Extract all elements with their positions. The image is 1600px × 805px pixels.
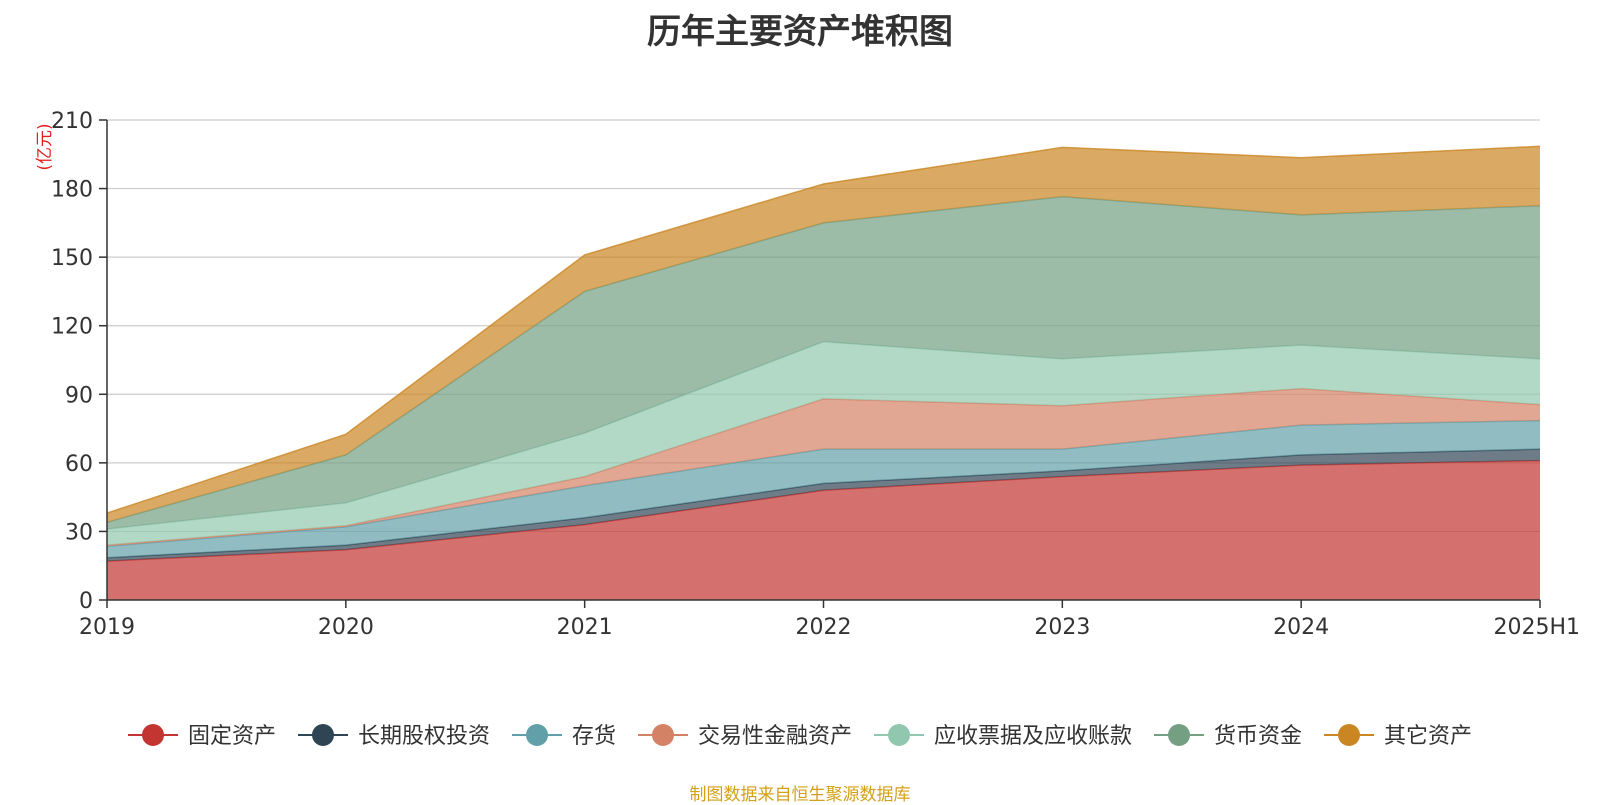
y-tick-label: 0 (79, 589, 93, 614)
x-tick-label: 2020 (318, 615, 374, 640)
x-tick-label: 2019 (79, 615, 135, 640)
legend-label: 固定资产 (188, 724, 276, 749)
legend-label: 其它资产 (1384, 724, 1472, 749)
y-tick-label: 30 (65, 520, 93, 545)
x-tick-label: 2023 (1034, 615, 1090, 640)
area-series-3 (107, 388, 1540, 547)
chart-title: 历年主要资产堆积图 (647, 12, 953, 52)
legend-item-4[interactable]: 应收票据及应收账款 (874, 724, 1132, 749)
area-series-line-6 (106, 145, 1541, 514)
legend-item-6[interactable]: 其它资产 (1324, 724, 1472, 749)
y-tick-label: 90 (65, 383, 93, 408)
area-series-layer (106, 145, 1541, 600)
area-series-4 (107, 341, 1540, 546)
axes: 0 30 60 90 120 150 180 210 2019 2020 2021 2022 2023 2… (35, 109, 1580, 640)
x-tick-label: 2024 (1273, 615, 1329, 640)
legend-marker-icon (526, 724, 548, 746)
legend-item-3[interactable]: 交易性金融资产 (638, 724, 852, 749)
y-tick-label: 60 (65, 452, 93, 477)
y-tick-label: 120 (51, 315, 93, 340)
legend: 固定资产 长期股权投资 存货 交易性金融资产 应收票据及应收账款 货币资金 其它资产 (128, 724, 1472, 749)
area-series-5 (107, 196, 1540, 530)
y-tick-label: 210 (51, 109, 93, 134)
legend-item-2[interactable]: 存货 (512, 724, 616, 749)
legend-item-1[interactable]: 长期股权投资 (298, 724, 490, 749)
y-tick-label: 180 (51, 178, 93, 203)
legend-label: 货币资金 (1214, 724, 1302, 749)
area-series-1 (107, 449, 1540, 562)
legend-marker-icon (312, 724, 334, 746)
legend-label: 应收票据及应收账款 (934, 724, 1132, 749)
legend-item-5[interactable]: 货币资金 (1154, 724, 1302, 749)
area-series-2 (107, 420, 1540, 558)
x-tick-label: 2021 (557, 615, 613, 640)
source-note: 制图数据来自恒生聚源数据库 (689, 785, 911, 805)
legend-marker-icon (1168, 724, 1190, 746)
legend-label: 长期股权投资 (358, 724, 490, 749)
legend-marker-icon (652, 724, 674, 746)
legend-marker-icon (888, 724, 910, 746)
legend-label: 交易性金融资产 (698, 724, 852, 749)
area-series-0 (107, 460, 1540, 600)
legend-item-0[interactable]: 固定资产 (128, 724, 276, 749)
x-tick-label: 2022 (796, 615, 852, 640)
legend-marker-icon (1338, 724, 1360, 746)
x-tick-label: 2025H1 (1493, 615, 1580, 640)
area-series-6 (107, 146, 1540, 523)
legend-marker-icon (142, 724, 164, 746)
y-tick-label: 150 (51, 246, 93, 271)
y-axis-label: (亿元) (35, 123, 55, 170)
legend-label: 存货 (572, 724, 616, 749)
